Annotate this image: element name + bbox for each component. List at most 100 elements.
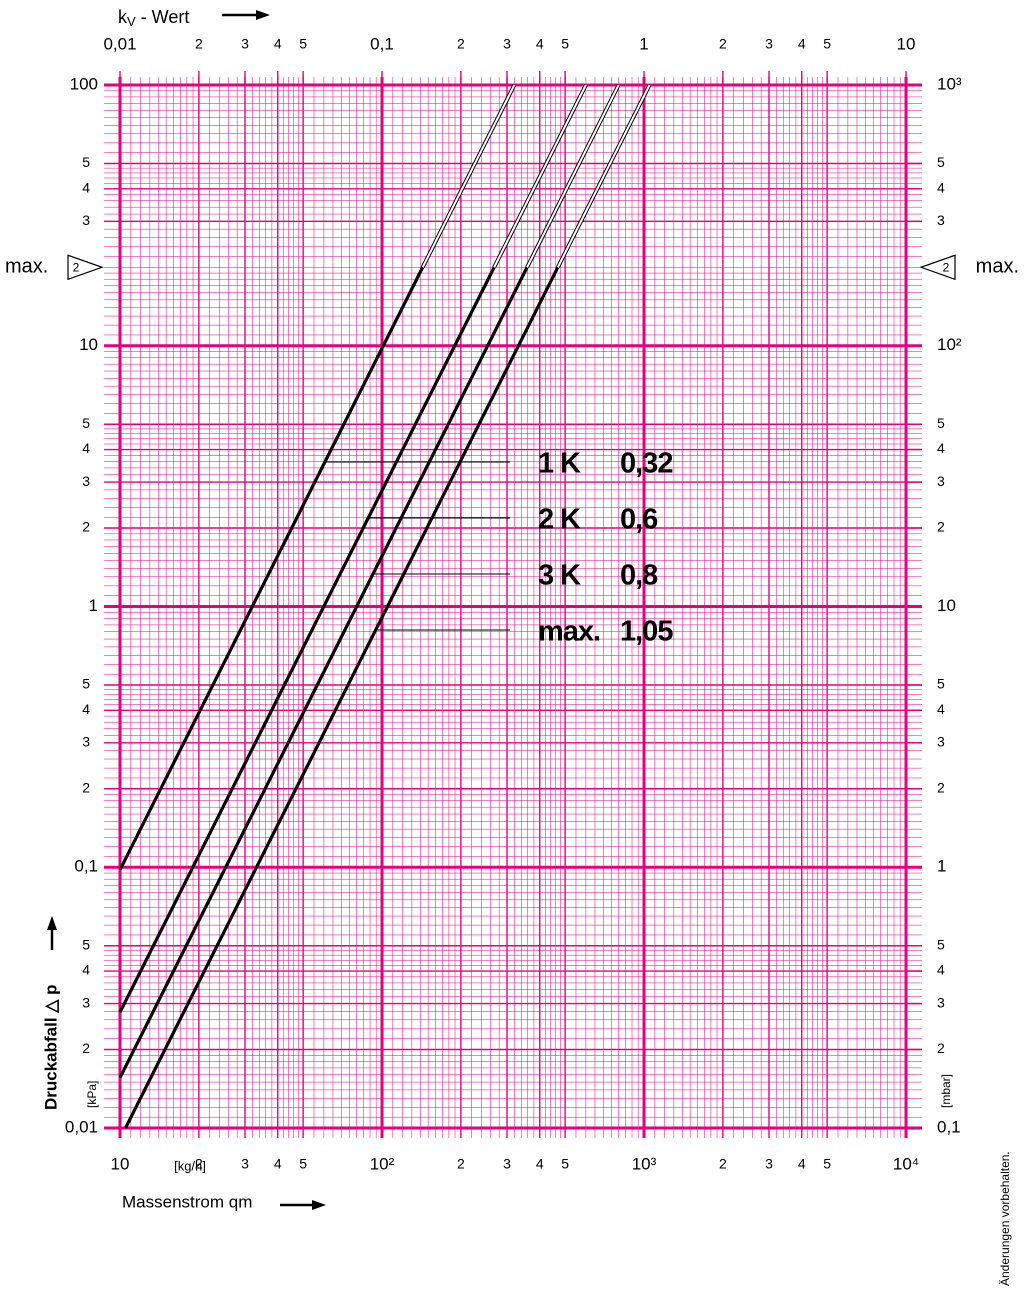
y2-tick-label: 4 xyxy=(937,179,945,195)
x-tick-label: 10 xyxy=(111,1154,130,1173)
line-segment xyxy=(124,266,560,1129)
legend-kv: 0,8 xyxy=(620,560,658,592)
y2-tick-label: 5 xyxy=(937,676,945,692)
x-tick-label: 4 xyxy=(798,1156,806,1172)
y2-tick-label: 2 xyxy=(937,779,945,795)
x-tick-label: 5 xyxy=(823,1156,831,1172)
max-marker xyxy=(919,254,956,281)
max-symbol: 2 xyxy=(73,260,80,274)
x2-tick-label: 3 xyxy=(241,36,249,52)
y2-tick-label: 0,1 xyxy=(937,1117,961,1136)
x2-tick-label: 2 xyxy=(457,36,465,52)
y2-tick-label: 5 xyxy=(937,415,945,431)
y-tick-label: 5 xyxy=(82,415,90,431)
x-tick-label: 4 xyxy=(536,1156,544,1172)
y-tick-label: 5 xyxy=(82,676,90,692)
line-segment xyxy=(118,266,529,1079)
y2-tick-label: 5 xyxy=(937,154,945,170)
x-axis-label: Massenstrom qm xyxy=(122,1192,252,1211)
y2-tick-label: 2 xyxy=(937,1040,945,1056)
x-tick-label: 2 xyxy=(195,1156,203,1172)
x2-tick-label: 3 xyxy=(765,36,773,52)
x-tick-label: 10⁴ xyxy=(893,1154,919,1173)
y2-tick-label: 3 xyxy=(937,473,945,489)
y2-tick-label: 3 xyxy=(937,734,945,750)
x2-tick-label: 10 xyxy=(897,34,916,53)
x2-tick-label: 2 xyxy=(195,36,203,52)
y-tick-label: 1 xyxy=(89,596,98,615)
line-extension-inner xyxy=(493,84,587,268)
y-tick-label: 2 xyxy=(82,1040,90,1056)
x2-tick-label: 1 xyxy=(639,34,648,53)
line-segment xyxy=(118,266,425,871)
y-unit: [kPa] xyxy=(85,1081,99,1108)
y2-tick-label: 3 xyxy=(937,994,945,1010)
y2-tick-label: 10² xyxy=(937,335,962,354)
x-tick-label: 2 xyxy=(719,1156,727,1172)
y2-tick-label: 10 xyxy=(937,596,956,615)
x-tick-label: 3 xyxy=(765,1156,773,1172)
legend-kv: 0,6 xyxy=(620,504,658,536)
arrow xyxy=(280,1200,326,1210)
y-tick-label: 2 xyxy=(82,519,90,535)
y2-tick-label: 10³ xyxy=(937,74,962,93)
y-tick-label: 3 xyxy=(82,212,90,228)
kv-label-rest: - Wert xyxy=(136,7,190,27)
y-tick-label: 5 xyxy=(82,154,90,170)
line-extension-inner xyxy=(526,84,620,268)
y-tick-label: 3 xyxy=(82,994,90,1010)
line-segment xyxy=(118,266,496,1013)
x2-tick-label: 4 xyxy=(536,36,544,52)
y-tick-label: 4 xyxy=(82,701,90,717)
x2-tick-label: 0,1 xyxy=(370,34,394,53)
y-tick-label: 0,1 xyxy=(74,857,98,876)
x2-tick-label: 0,01 xyxy=(103,34,136,53)
legend-label: 2 K xyxy=(538,504,581,536)
x-tick-label: 2 xyxy=(457,1156,465,1172)
legend-kv: 0,32 xyxy=(620,448,672,480)
legend-label: 1 K xyxy=(538,448,581,480)
x-tick-label: 5 xyxy=(561,1156,569,1172)
y-tick-label: 5 xyxy=(82,936,90,952)
legend-label: max. xyxy=(538,616,600,648)
x-unit: [kg/h] xyxy=(174,1158,206,1173)
y2-tick-label: 2 xyxy=(937,519,945,535)
y-tick-label: 4 xyxy=(82,962,90,978)
max-marker xyxy=(67,254,104,281)
max-label: max. xyxy=(976,256,1019,278)
plot xyxy=(118,84,652,1129)
y2-tick-label: 5 xyxy=(937,936,945,952)
arrow xyxy=(222,10,270,20)
max-label: max. xyxy=(5,256,48,278)
y-tick-label: 2 xyxy=(82,779,90,795)
y-tick-label: 3 xyxy=(82,734,90,750)
line-extension-inner xyxy=(556,84,651,268)
legend-label: 3 K xyxy=(538,560,581,592)
x2-tick-label: 5 xyxy=(823,36,831,52)
x2-tick-label: 4 xyxy=(274,36,282,52)
x-tick-label: 10³ xyxy=(632,1154,657,1173)
x-tick-label: 3 xyxy=(503,1156,511,1172)
y-tick-label: 4 xyxy=(82,440,90,456)
y-tick-label: 4 xyxy=(82,179,90,195)
y-tick-label: 3 xyxy=(82,473,90,489)
kv-axis-label: kV - Wert xyxy=(118,7,189,30)
y-axis-label: Druckabfall △ p xyxy=(41,985,60,1111)
x2-tick-label: 5 xyxy=(561,36,569,52)
arrow xyxy=(47,916,57,950)
line-extension-inner xyxy=(421,84,516,268)
grid xyxy=(104,71,922,1138)
x2-tick-label: 3 xyxy=(503,36,511,52)
y-tick-label: 10 xyxy=(79,335,98,354)
x-tick-label: 5 xyxy=(299,1156,307,1172)
max-symbol: 2 xyxy=(943,260,950,274)
footnote: Änderungen vorbehalten. xyxy=(998,1151,1012,1286)
x2-tick-label: 2 xyxy=(719,36,727,52)
x2-tick-label: 4 xyxy=(798,36,806,52)
y2-tick-label: 1 xyxy=(937,857,946,876)
x2-tick-label: 5 xyxy=(299,36,307,52)
y2-tick-label: 4 xyxy=(937,701,945,717)
y-tick-label: 100 xyxy=(70,74,98,93)
kv-label-main: k xyxy=(118,7,128,27)
